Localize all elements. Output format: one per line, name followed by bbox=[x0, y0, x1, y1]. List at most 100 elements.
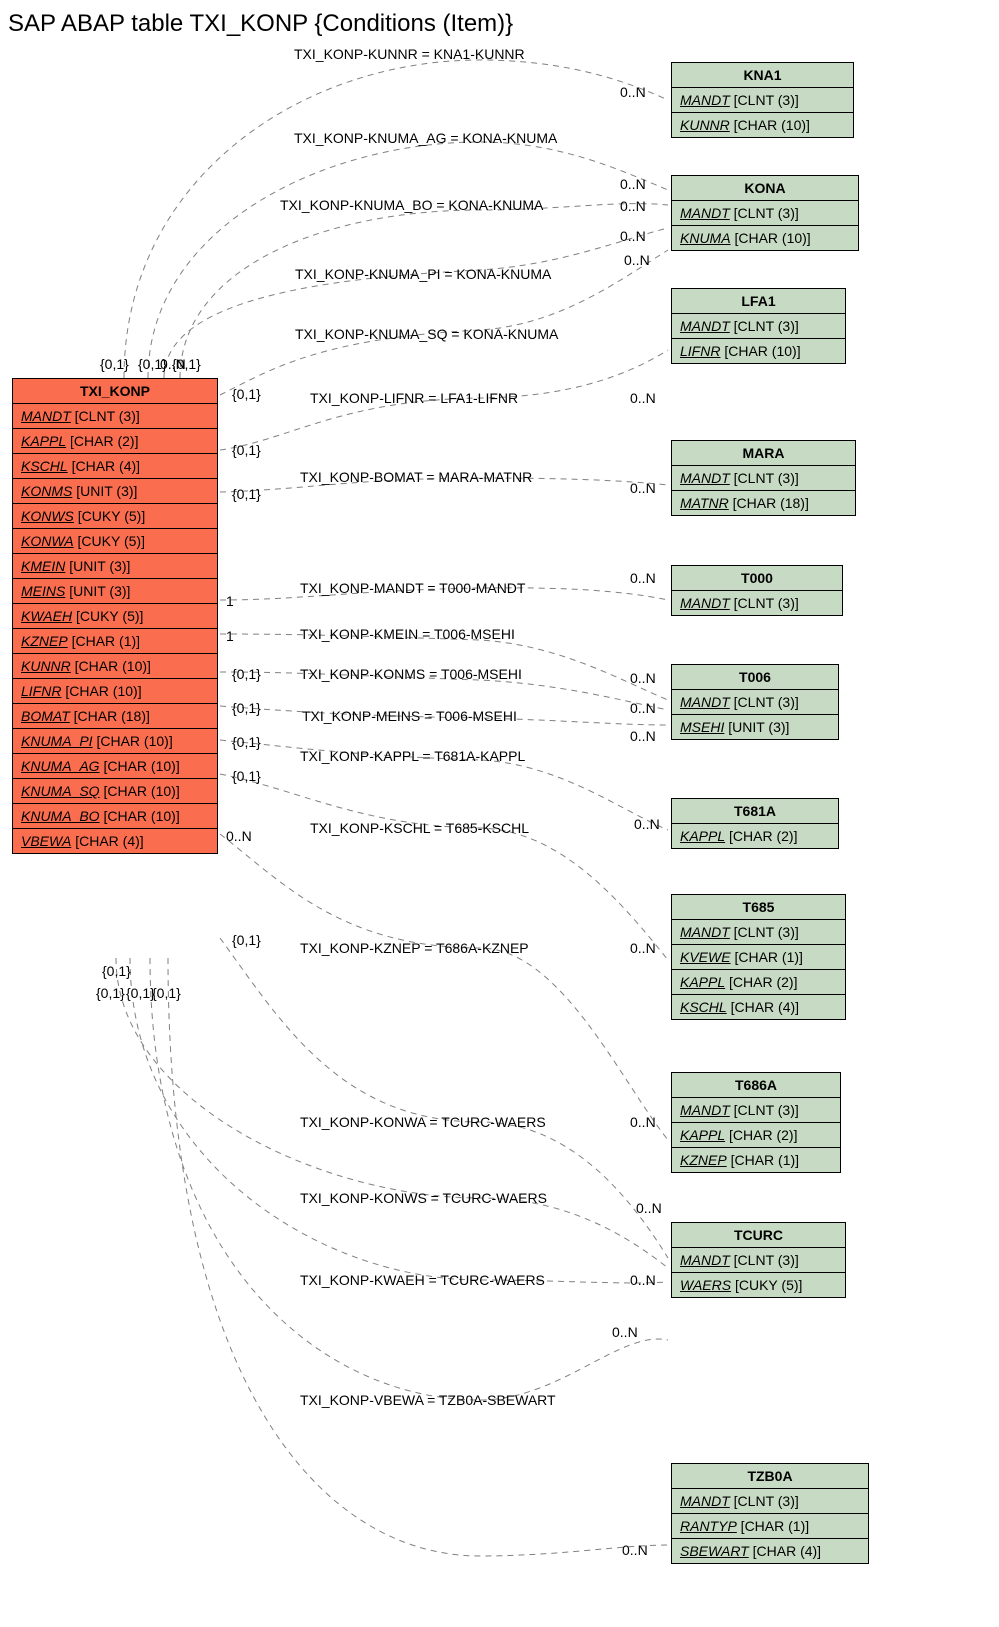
table-T000: T000MANDT [CLNT (3)] bbox=[671, 565, 843, 616]
cardinality-source: 0..N bbox=[226, 828, 252, 844]
table-header: KONA bbox=[672, 176, 858, 201]
table-header: TZB0A bbox=[672, 1464, 868, 1489]
table-field: MSEHI [UNIT (3)] bbox=[672, 715, 838, 739]
table-field: KNUMA_SQ [CHAR (10)] bbox=[13, 779, 217, 804]
table-field: MANDT [CLNT (3)] bbox=[672, 690, 838, 715]
edge-label: TXI_KONP-KONWA = TCURC-WAERS bbox=[300, 1114, 546, 1130]
field-type: [CHAR (10)] bbox=[71, 658, 151, 674]
field-name: KSCHL bbox=[680, 999, 727, 1015]
field-type: [CHAR (4)] bbox=[727, 999, 799, 1015]
table-header: T686A bbox=[672, 1073, 840, 1098]
field-name: KNUMA_SQ bbox=[21, 783, 100, 799]
field-name: MEINS bbox=[21, 583, 65, 599]
edge-path bbox=[180, 204, 668, 378]
table-KNA1: KNA1MANDT [CLNT (3)]KUNNR [CHAR (10)] bbox=[671, 62, 854, 138]
field-name: KNUMA_PI bbox=[21, 733, 93, 749]
table-field: MANDT [CLNT (3)] bbox=[672, 920, 845, 945]
table-field: KUNNR [CHAR (10)] bbox=[672, 113, 853, 137]
field-name: KZNEP bbox=[21, 633, 68, 649]
table-MARA: MARAMANDT [CLNT (3)]MATNR [CHAR (18)] bbox=[671, 440, 856, 516]
edge-label: TXI_KONP-LIFNR = LFA1-LIFNR bbox=[310, 390, 518, 406]
cardinality-target: 0..N bbox=[630, 670, 656, 686]
table-field: MANDT [CLNT (3)] bbox=[672, 201, 858, 226]
field-name: KWAEH bbox=[21, 608, 72, 624]
edge-label: TXI_KONP-MANDT = T000-MANDT bbox=[300, 580, 525, 596]
field-name: KAPPL bbox=[680, 974, 725, 990]
table-field: KWAEH [CUKY (5)] bbox=[13, 604, 217, 629]
field-type: [CHAR (2)] bbox=[725, 974, 797, 990]
field-name: MANDT bbox=[680, 470, 730, 486]
field-type: [CUKY (5)] bbox=[72, 608, 143, 624]
cardinality-target: 0..N bbox=[620, 176, 646, 192]
field-name: MANDT bbox=[680, 924, 730, 940]
table-KONA: KONAMANDT [CLNT (3)]KNUMA [CHAR (10)] bbox=[671, 175, 859, 251]
edge-path bbox=[220, 834, 668, 1140]
table-TZB0A: TZB0AMANDT [CLNT (3)]RANTYP [CHAR (1)]SB… bbox=[671, 1463, 869, 1564]
field-type: [CLNT (3)] bbox=[730, 205, 799, 221]
table-field: KUNNR [CHAR (10)] bbox=[13, 654, 217, 679]
field-name: BOMAT bbox=[21, 708, 70, 724]
cardinality-source: {0,1} bbox=[232, 734, 261, 750]
edge-path bbox=[168, 958, 668, 1556]
field-type: [CHAR (2)] bbox=[725, 828, 797, 844]
field-type: [CHAR (10)] bbox=[93, 733, 173, 749]
edge-label: TXI_KONP-KONMS = T006-MSEHI bbox=[300, 666, 522, 682]
field-type: [CHAR (1)] bbox=[727, 1152, 799, 1168]
edge-path bbox=[220, 774, 668, 960]
field-name: SBEWART bbox=[680, 1543, 749, 1559]
table-field: WAERS [CUKY (5)] bbox=[672, 1273, 845, 1297]
diagram-canvas: SAP ABAP table TXI_KONP {Conditions (Ite… bbox=[0, 0, 999, 1627]
table-field: KNUMA [CHAR (10)] bbox=[672, 226, 858, 250]
field-name: MANDT bbox=[680, 1252, 730, 1268]
table-T681A: T681AKAPPL [CHAR (2)] bbox=[671, 798, 839, 849]
table-field: LIFNR [CHAR (10)] bbox=[672, 339, 845, 363]
field-name: LIFNR bbox=[21, 683, 61, 699]
field-type: [CHAR (10)] bbox=[100, 783, 180, 799]
edge-path bbox=[148, 142, 668, 378]
field-type: [CLNT (3)] bbox=[730, 1252, 799, 1268]
field-type: [CLNT (3)] bbox=[730, 1102, 799, 1118]
field-name: KMEIN bbox=[21, 558, 65, 574]
field-name: MANDT bbox=[680, 318, 730, 334]
field-name: KZNEP bbox=[680, 1152, 727, 1168]
edge-label: TXI_KONP-KNUMA_AG = KONA-KNUMA bbox=[294, 130, 557, 146]
cardinality-source: {0,1} bbox=[232, 700, 261, 716]
field-type: [UNIT (3)] bbox=[65, 558, 130, 574]
edge-label: TXI_KONP-KNUMA_PI = KONA-KNUMA bbox=[295, 266, 551, 282]
table-header: T685 bbox=[672, 895, 845, 920]
table-field: MEINS [UNIT (3)] bbox=[13, 579, 217, 604]
cardinality-target: 0..N bbox=[620, 84, 646, 100]
table-field: KNUMA_BO [CHAR (10)] bbox=[13, 804, 217, 829]
cardinality-target: 0..N bbox=[622, 1542, 648, 1558]
field-type: [CUKY (5)] bbox=[74, 508, 145, 524]
field-name: KAPPL bbox=[680, 1127, 725, 1143]
table-field: MANDT [CLNT (3)] bbox=[672, 88, 853, 113]
edge-label: TXI_KONP-KAPPL = T681A-KAPPL bbox=[300, 748, 525, 764]
table-header: T681A bbox=[672, 799, 838, 824]
field-name: MANDT bbox=[21, 408, 71, 424]
table-field: MANDT [CLNT (3)] bbox=[672, 1098, 840, 1123]
cardinality-target: 0..N bbox=[630, 728, 656, 744]
cardinality-source: {0,1} bbox=[152, 985, 181, 1001]
table-field: KONMS [UNIT (3)] bbox=[13, 479, 217, 504]
table-field: LIFNR [CHAR (10)] bbox=[13, 679, 217, 704]
field-type: [CHAR (4)] bbox=[68, 458, 140, 474]
cardinality-source: {0,1} bbox=[232, 442, 261, 458]
table-field: KZNEP [CHAR (1)] bbox=[672, 1148, 840, 1172]
table-header: KNA1 bbox=[672, 63, 853, 88]
field-type: [CLNT (3)] bbox=[730, 924, 799, 940]
table-field: KAPPL [CHAR (2)] bbox=[672, 1123, 840, 1148]
field-type: [CLNT (3)] bbox=[730, 92, 799, 108]
field-type: [CHAR (10)] bbox=[61, 683, 141, 699]
cardinality-source: {0,1} bbox=[96, 985, 125, 1001]
field-type: [CLNT (3)] bbox=[730, 1493, 799, 1509]
field-type: [CHAR (18)] bbox=[70, 708, 150, 724]
page-title: SAP ABAP table TXI_KONP {Conditions (Ite… bbox=[8, 10, 513, 38]
field-name: KSCHL bbox=[21, 458, 68, 474]
field-type: [CHAR (10)] bbox=[730, 117, 810, 133]
edge-path bbox=[164, 228, 668, 378]
field-name: WAERS bbox=[680, 1277, 731, 1293]
table-field: KAPPL [CHAR (2)] bbox=[672, 824, 838, 848]
cardinality-target: 0..N bbox=[630, 700, 656, 716]
edge-label: TXI_KONP-KUNNR = KNA1-KUNNR bbox=[294, 46, 525, 62]
